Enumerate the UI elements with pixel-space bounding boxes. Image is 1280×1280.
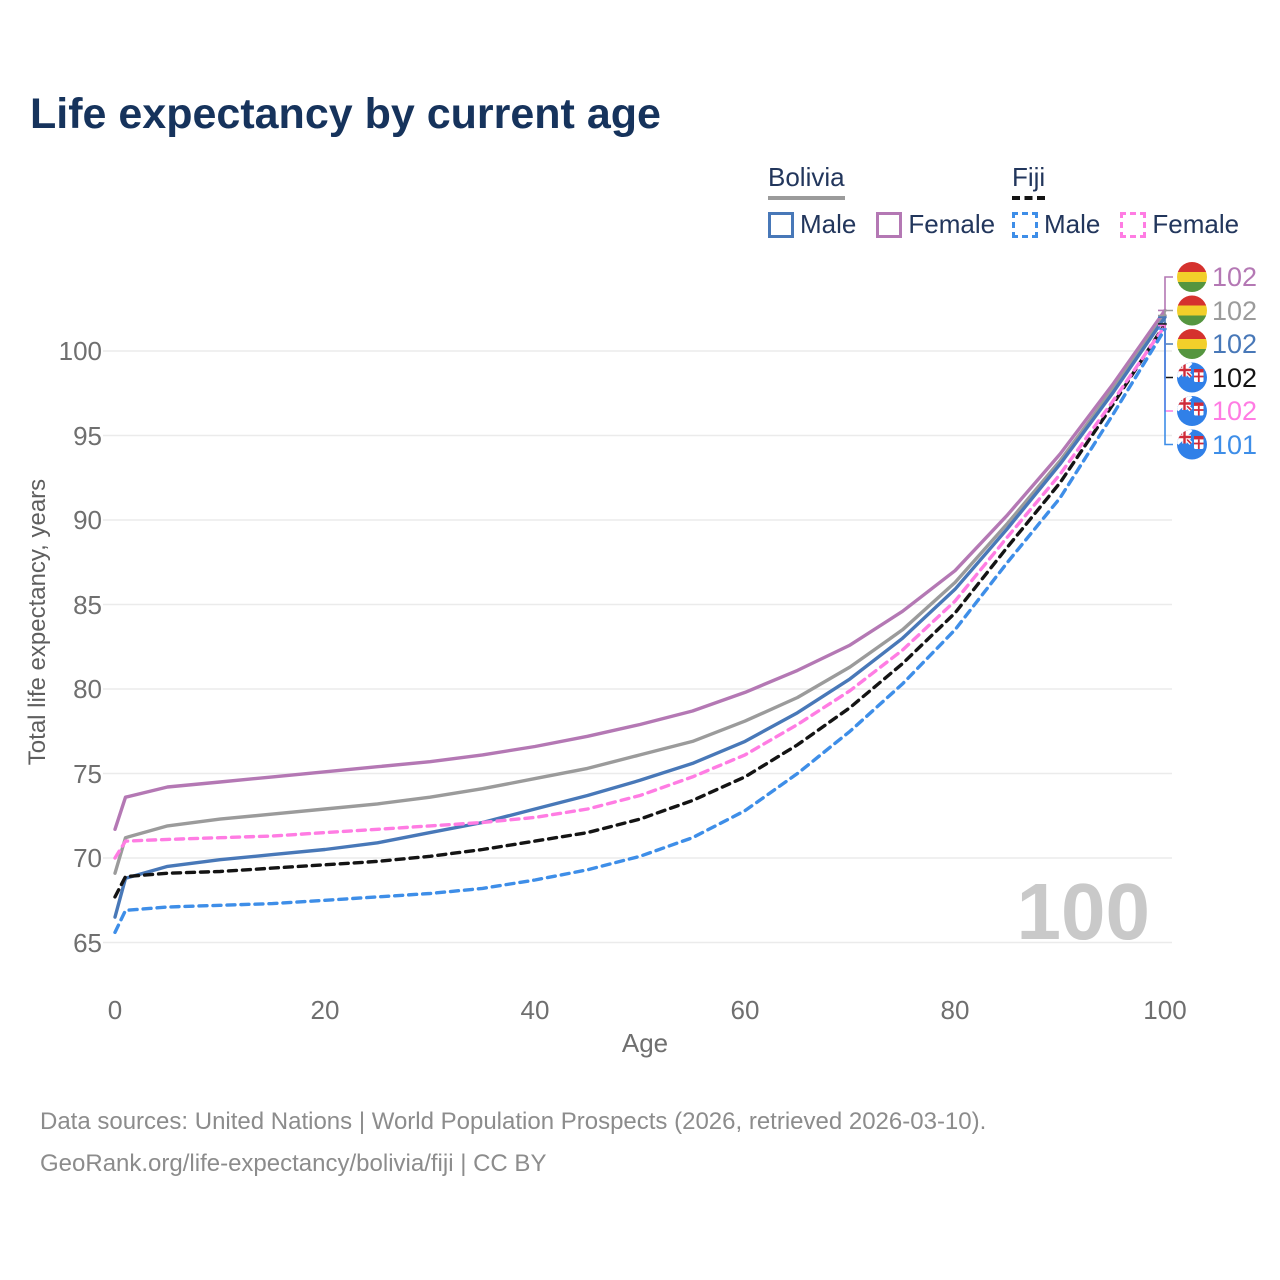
series-line-bolivia-both[interactable] bbox=[113, 313, 1167, 875]
bolivia-female-swatch-icon bbox=[876, 211, 903, 238]
legend-group-title-fiji[interactable]: Fiji bbox=[1012, 162, 1046, 200]
x-tick-label: 100 bbox=[1143, 995, 1187, 1025]
series-line-fiji-both[interactable] bbox=[113, 322, 1167, 899]
y-tick-label: 85 bbox=[73, 589, 102, 620]
legend-group-bolivia: Bolivia Male Female bbox=[768, 162, 995, 240]
fiji-male-swatch-icon bbox=[1012, 211, 1038, 238]
x-tick-label: 40 bbox=[520, 995, 550, 1025]
fiji-flag-icon bbox=[1177, 429, 1207, 460]
x-tick-label: 60 bbox=[730, 995, 760, 1025]
legend-item-bolivia-male[interactable]: Male bbox=[768, 209, 856, 240]
end-label-connector bbox=[1158, 328, 1173, 446]
end-value-label-fiji-female: 102 bbox=[1212, 396, 1258, 426]
end-value-label-fiji-both: 102 bbox=[1212, 362, 1258, 393]
end-value-label-bolivia-both: 102 bbox=[1212, 295, 1258, 326]
x-tick-label: 20 bbox=[310, 995, 340, 1025]
x-axis-title: Age bbox=[621, 1028, 669, 1058]
x-tick-label: 80 bbox=[940, 995, 970, 1025]
legend-item-label: Male bbox=[1044, 209, 1101, 239]
series-line-fiji-female[interactable] bbox=[113, 323, 1167, 860]
legend-group-title-bolivia[interactable]: Bolivia bbox=[768, 162, 845, 200]
end-label-connector bbox=[1158, 309, 1173, 317]
end-label-connector bbox=[1158, 276, 1173, 312]
x-tick-label: 0 bbox=[107, 995, 123, 1025]
y-axis-title: Total life expectancy, years bbox=[24, 478, 51, 766]
page-title: Life expectancy by current age bbox=[30, 90, 661, 138]
y-tick-label: 75 bbox=[73, 758, 102, 789]
legend-item-fiji-female[interactable]: Female bbox=[1120, 209, 1239, 240]
series-line-bolivia-female[interactable] bbox=[113, 308, 1167, 831]
y-tick-label: 70 bbox=[73, 843, 102, 873]
attribution-note: GeoRank.org/life-expectancy/bolivia/fiji… bbox=[40, 1150, 547, 1177]
end-value-label-bolivia-male: 102 bbox=[1212, 329, 1258, 359]
fiji-flag-icon bbox=[1177, 362, 1207, 393]
legend-item-label: Female bbox=[908, 209, 996, 239]
y-tick-label: 100 bbox=[58, 336, 102, 366]
bolivia-male-swatch-icon bbox=[768, 211, 794, 238]
bolivia-flag-icon bbox=[1177, 329, 1207, 359]
legend-item-label: Male bbox=[800, 209, 857, 239]
age-watermark: 100 bbox=[1016, 867, 1150, 956]
bolivia-flag-icon bbox=[1177, 262, 1207, 292]
y-tick-label: 90 bbox=[73, 505, 102, 535]
end-value-label-fiji-male: 101 bbox=[1212, 429, 1258, 460]
legend-item-label: Female bbox=[1152, 209, 1240, 239]
data-source-note: Data sources: United Nations | World Pop… bbox=[40, 1108, 987, 1135]
y-tick-label: 65 bbox=[73, 927, 102, 958]
legend-group-fiji: Fiji Male Female bbox=[1012, 162, 1239, 240]
end-value-label-bolivia-female: 102 bbox=[1212, 262, 1258, 292]
series-line-fiji-male[interactable] bbox=[113, 327, 1167, 935]
legend-item-bolivia-female[interactable]: Female bbox=[876, 209, 995, 240]
fiji-flag-icon bbox=[1177, 396, 1207, 426]
series-line-bolivia-male[interactable] bbox=[113, 315, 1167, 919]
fiji-female-swatch-icon bbox=[1120, 211, 1147, 238]
legend-item-fiji-male[interactable]: Male bbox=[1012, 209, 1100, 240]
y-tick-label: 80 bbox=[73, 674, 102, 704]
y-tick-label: 95 bbox=[73, 420, 102, 451]
bolivia-flag-icon bbox=[1177, 295, 1207, 326]
